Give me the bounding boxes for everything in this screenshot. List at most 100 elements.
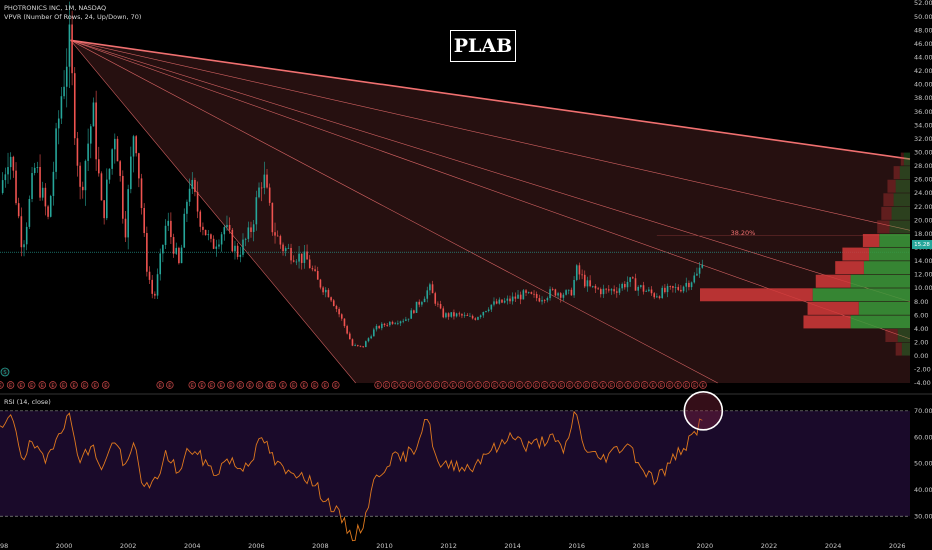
earnings-marker-icon[interactable] xyxy=(28,381,36,389)
earnings-marker-icon[interactable] xyxy=(682,381,691,389)
earnings-marker-icon[interactable] xyxy=(491,381,499,389)
earnings-marker-icon[interactable] xyxy=(382,381,391,389)
earnings-marker-icon[interactable] xyxy=(441,381,449,389)
candle-body xyxy=(242,239,244,255)
earnings-marker-icon[interactable] xyxy=(582,381,591,389)
candle-body xyxy=(482,311,485,316)
earnings-marker-icon[interactable] xyxy=(6,381,15,389)
earnings-marker-icon[interactable] xyxy=(102,381,110,389)
earnings-marker-icon[interactable] xyxy=(246,381,254,389)
earnings-marker-icon[interactable] xyxy=(227,381,235,389)
fan-line xyxy=(70,40,911,231)
rsi-band-fill xyxy=(0,410,910,517)
earnings-marker-icon[interactable] xyxy=(207,381,216,389)
candle-body xyxy=(698,267,701,274)
earnings-marker-icon[interactable] xyxy=(391,381,399,389)
earnings-marker-icon[interactable] xyxy=(607,381,616,389)
candle-body xyxy=(610,289,613,291)
earnings-marker-icon[interactable] xyxy=(532,381,541,389)
earnings-marker-icon[interactable] xyxy=(457,381,466,389)
candle-body xyxy=(76,138,79,166)
earnings-marker-icon[interactable] xyxy=(507,381,516,389)
candle-body xyxy=(140,178,143,209)
earnings-marker-icon[interactable] xyxy=(399,381,407,389)
earnings-marker-icon[interactable] xyxy=(599,381,607,389)
earnings-marker-icon[interactable] xyxy=(38,381,46,389)
earnings-marker-icon[interactable] xyxy=(416,381,424,389)
candle-body xyxy=(477,317,479,320)
earnings-marker-icon[interactable] xyxy=(17,381,25,389)
earnings-marker-icon[interactable] xyxy=(591,381,599,389)
earnings-marker-icon[interactable] xyxy=(289,381,298,389)
rsi-axis[interactable]: 70.00 60.00 50.00 40.00 30.00 xyxy=(914,407,932,520)
earnings-marker-icon[interactable] xyxy=(188,381,196,389)
earnings-marker-icon[interactable] xyxy=(449,381,457,389)
earnings-marker-icon[interactable] xyxy=(466,381,474,389)
earnings-marker-icon[interactable] xyxy=(49,381,57,389)
earnings-marker-icon[interactable] xyxy=(474,381,482,389)
earnings-marker-icon[interactable] xyxy=(310,381,319,389)
earnings-marker-icon[interactable] xyxy=(566,381,574,389)
earnings-marker-icon[interactable] xyxy=(300,381,308,389)
earnings-marker-icon[interactable] xyxy=(424,381,432,389)
earnings-marker-icon[interactable] xyxy=(321,381,329,389)
earnings-marker-icon[interactable] xyxy=(217,381,225,389)
earnings-marker-icon[interactable] xyxy=(690,381,699,389)
earnings-marker-icon[interactable] xyxy=(541,381,549,389)
earnings-marker-icon[interactable] xyxy=(374,381,382,389)
earnings-marker-icon[interactable] xyxy=(482,381,491,389)
earnings-marker-icon[interactable] xyxy=(674,381,682,389)
earnings-marker-icon[interactable] xyxy=(549,381,557,389)
time-tick-label: 2024 xyxy=(825,542,842,550)
earnings-marker-icon[interactable] xyxy=(198,381,206,389)
candle-body xyxy=(415,301,418,313)
earnings-marker-icon[interactable] xyxy=(0,367,10,377)
earnings-marker-icon[interactable] xyxy=(407,381,416,389)
earnings-marker-icon[interactable] xyxy=(279,381,287,389)
earnings-marker-icon[interactable] xyxy=(156,381,164,389)
earnings-marker-icon[interactable] xyxy=(166,381,174,389)
volume-profile-down-bar xyxy=(881,206,892,220)
earnings-marker-glyph: E xyxy=(334,383,337,389)
earnings-marker-icon[interactable] xyxy=(432,381,441,389)
earnings-marker-icon[interactable] xyxy=(524,381,532,389)
earnings-marker-icon[interactable] xyxy=(332,381,340,389)
earnings-marker-icon[interactable] xyxy=(516,381,524,389)
rsi-pane[interactable] xyxy=(0,391,910,542)
earnings-marker-icon[interactable] xyxy=(268,381,277,389)
earnings-marker-icon[interactable] xyxy=(665,381,674,389)
earnings-marker-icon[interactable] xyxy=(699,381,707,389)
earnings-marker-icon[interactable] xyxy=(59,381,68,389)
earnings-marker-icon[interactable] xyxy=(574,381,582,389)
candle-body xyxy=(154,293,156,296)
earnings-marker-icon[interactable] xyxy=(80,381,89,389)
earnings-marker-glyph: E xyxy=(635,383,638,389)
earnings-marker-icon[interactable] xyxy=(236,381,245,389)
earnings-marker-glyph: E xyxy=(468,383,471,389)
candle-body xyxy=(391,321,394,324)
earnings-marker-icon[interactable] xyxy=(499,381,507,389)
earnings-marker-icon[interactable] xyxy=(624,381,632,389)
earnings-marker-icon[interactable] xyxy=(632,381,641,389)
candle-body xyxy=(73,73,76,139)
candle-body xyxy=(570,289,573,296)
earnings-marker-icon[interactable] xyxy=(0,381,4,389)
candle-body xyxy=(487,309,490,312)
earnings-marker-icon[interactable] xyxy=(91,381,99,389)
earnings-marker-glyph: E xyxy=(377,383,380,389)
earnings-marker-icon[interactable] xyxy=(657,381,666,389)
earnings-marker-icon[interactable] xyxy=(649,381,657,389)
candle-body xyxy=(92,102,95,127)
earnings-marker-icon[interactable] xyxy=(640,381,649,389)
earnings-marker-icon[interactable] xyxy=(615,381,624,389)
earnings-marker-icon[interactable] xyxy=(255,381,264,389)
earnings-marker-icon[interactable] xyxy=(70,381,78,389)
candle-body xyxy=(143,208,145,234)
price-axis[interactable]: 52.00 50.00 48.00 46.00 44.00 42.00 40.00 38.00… xyxy=(914,0,932,387)
time-axis[interactable]: 1998 2000 2002 2004 2006 2008 2010 2012 2014 2016… xyxy=(0,542,905,550)
earnings-marker-icon[interactable] xyxy=(557,381,566,389)
candle-body xyxy=(335,305,338,310)
